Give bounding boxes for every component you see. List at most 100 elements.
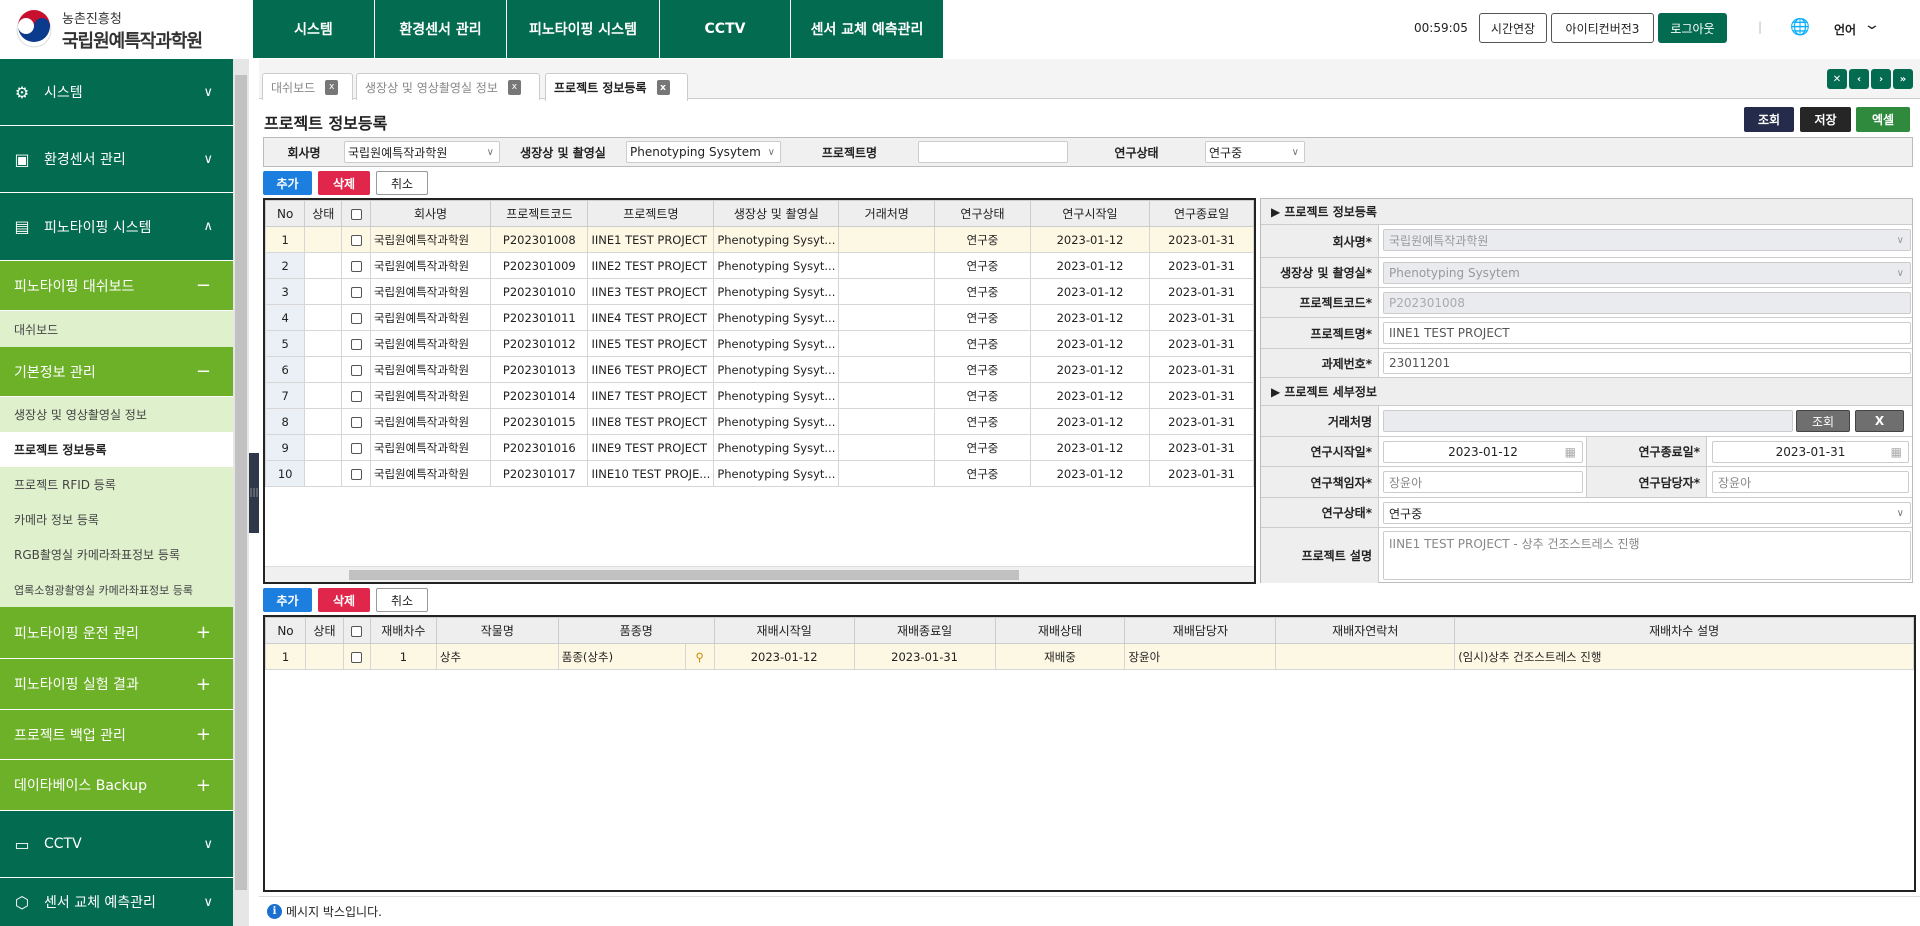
column-header[interactable]: 재배시작일 — [713, 617, 855, 644]
table-row[interactable]: 4 국립원예특작과학원 P202301011 IINE4 TEST PROJECT Ph… — [265, 304, 1254, 331]
column-header[interactable]: 연구상태 — [934, 200, 1031, 227]
close-icon[interactable]: x — [507, 79, 521, 95]
logo[interactable]: 농촌진흥청 국립원예특작과학원 — [14, 8, 250, 52]
start-date-input[interactable]: 2023-01-12 ▦ — [1383, 441, 1583, 463]
column-header[interactable]: 재배차수 설명 — [1454, 617, 1914, 644]
close-all-tabs-button[interactable]: ✕ — [1827, 69, 1847, 89]
sidebar-subitem-camera[interactable]: 카메라 정보 등록 — [0, 502, 233, 537]
column-header[interactable]: 거래처명 — [838, 200, 936, 227]
language-select[interactable]: 언어 — [1834, 23, 1857, 37]
table-row[interactable]: 5 국립원예특작과학원 P202301012 IINE5 TEST PROJECT Ph… — [265, 330, 1254, 357]
sidebar-item-sensor-replace[interactable]: ⬡ 센서 교체 예측관리 ∨ — [0, 878, 233, 926]
row-checkbox[interactable] — [351, 651, 363, 663]
sidebar-subitem-room-info[interactable]: 생장상 및 영상촬영실 정보 — [0, 397, 233, 432]
column-header[interactable]: 재배상태 — [994, 617, 1126, 644]
sidebar-group-dashboard[interactable]: 피노타이핑 대쉬보드 − — [0, 261, 233, 311]
sidebar-item-system[interactable]: ⚙ 시스템 ∨ — [0, 59, 233, 126]
tab-list-button[interactable]: » — [1893, 69, 1913, 89]
row-checkbox[interactable] — [350, 286, 362, 298]
project-code-input[interactable]: P202301008 — [1383, 292, 1911, 314]
sidebar-scrollbar-thumb[interactable] — [235, 75, 247, 890]
row-checkbox[interactable] — [350, 234, 362, 246]
topmenu-system[interactable]: 시스템 — [253, 0, 375, 58]
column-header[interactable]: 프로젝트코드 — [490, 200, 589, 227]
row-checkbox[interactable] — [350, 390, 362, 402]
select-all-checkbox[interactable] — [350, 208, 362, 220]
cancel-cultivation-button[interactable]: 취소 — [376, 588, 428, 612]
column-header[interactable]: 재배종료일 — [853, 617, 996, 644]
task-number-input[interactable]: 23011201 — [1383, 352, 1911, 374]
column-header[interactable]: 작물명 — [435, 617, 559, 644]
filter-status-select[interactable]: 연구중 ∨ — [1205, 141, 1305, 163]
chevron-down-icon[interactable]: ⌄ — [1863, 17, 1881, 33]
client-input[interactable] — [1383, 410, 1793, 432]
user-button[interactable]: 아이티컨버전3 — [1551, 13, 1654, 43]
column-header[interactable]: 재배담당자 — [1124, 617, 1277, 644]
end-date-input[interactable]: 2023-01-31 ▦ — [1712, 441, 1909, 463]
topmenu-sensor-replace[interactable]: 센서 교체 예측관리 — [791, 0, 944, 58]
filter-room-select[interactable]: Phenotyping Sysytem ∨ — [626, 141, 781, 163]
extend-time-button[interactable]: 시간연장 — [1479, 13, 1547, 43]
scrollbar-thumb[interactable] — [349, 570, 1019, 580]
search-button[interactable]: 조회 — [1744, 107, 1794, 132]
filter-company-select[interactable]: 국립원예특작과학원 ∨ — [344, 141, 500, 163]
sidebar-item-phenotyping[interactable]: ▤ 피노타이핑 시스템 ∧ — [0, 193, 233, 261]
sidebar-item-env-sensor[interactable]: ▣ 환경센서 관리 ∨ — [0, 126, 233, 193]
column-header[interactable]: 품종명 — [557, 617, 715, 644]
tab-room-info[interactable]: 생장상 및 영상촬영실 정보 x — [356, 73, 540, 100]
client-search-button[interactable]: 조회 — [1796, 410, 1850, 432]
sidebar-group-backup[interactable]: 프로젝트 백업 관리 + — [0, 710, 233, 760]
room-select[interactable]: Phenotyping Sysytem ∨ — [1383, 262, 1911, 284]
column-header[interactable]: 연구종료일 — [1149, 200, 1254, 227]
search-magnifier-icon[interactable]: ⚲ — [695, 649, 704, 664]
add-project-button[interactable]: 추가 — [263, 171, 312, 195]
table-row[interactable]: 8 국립원예특작과학원 P202301015 IINE8 TEST PROJECT Ph… — [265, 408, 1254, 435]
sidebar-subitem-rfid[interactable]: 프로젝트 RFID 등록 — [0, 467, 233, 502]
sidebar-subitem-dashboard[interactable]: 대쉬보드 — [0, 311, 233, 347]
table-row[interactable]: 3 국립원예특작과학원 P202301010 IINE3 TEST PROJECT Ph… — [265, 278, 1254, 305]
close-icon[interactable]: x — [656, 80, 670, 95]
filter-project-name-input[interactable] — [918, 141, 1068, 163]
topmenu-cctv[interactable]: CCTV — [660, 0, 791, 58]
calendar-icon[interactable]: ▦ — [1564, 445, 1576, 459]
column-header[interactable]: 상태 — [304, 200, 343, 227]
table-row[interactable]: 7 국립원예특작과학원 P202301014 IINE7 TEST PROJECT Ph… — [265, 382, 1254, 409]
prev-tab-button[interactable]: ‹ — [1849, 69, 1869, 89]
delete-project-button[interactable]: 삭제 — [318, 171, 370, 195]
row-checkbox[interactable] — [350, 312, 362, 324]
column-header[interactable]: No — [265, 617, 306, 644]
topmenu-phenotyping[interactable]: 피노타이핑 시스템 — [507, 0, 660, 58]
row-checkbox[interactable] — [350, 338, 362, 350]
project-name-input[interactable]: IINE1 TEST PROJECT — [1383, 322, 1911, 344]
status-select[interactable]: 연구중 ∨ — [1383, 502, 1911, 524]
table-row[interactable]: 2 국립원예특작과학원 P202301009 IINE2 TEST PROJECT Ph… — [265, 252, 1254, 279]
sidebar-subitem-chlorophyll-camera[interactable]: 엽록소형광촬영실 카메라좌표정보 등록 — [0, 572, 233, 607]
topmenu-env-sensor[interactable]: 환경센서 관리 — [375, 0, 507, 58]
sidebar-subitem-project-register[interactable]: 프로젝트 정보등록 — [0, 432, 233, 467]
sidebar-resize-handle[interactable]: ||| — [249, 453, 259, 533]
table-row[interactable]: 6 국립원예특작과학원 P202301013 IINE6 TEST PROJECT Ph… — [265, 356, 1254, 383]
column-header[interactable] — [341, 200, 371, 227]
table-row[interactable]: 1 국립원예특작과학원 P202301008 IINE1 TEST PROJECT Ph… — [265, 226, 1254, 253]
tab-dashboard[interactable]: 대쉬보드 x — [262, 73, 353, 100]
column-header[interactable]: 상태 — [304, 617, 344, 644]
tab-project-register[interactable]: 프로젝트 정보등록 x — [545, 73, 688, 101]
column-header[interactable]: 생장상 및 촬영실 — [713, 200, 840, 227]
calendar-icon[interactable]: ▦ — [1890, 445, 1902, 459]
column-header[interactable]: 프로젝트명 — [587, 200, 715, 227]
select-all-checkbox[interactable] — [351, 625, 363, 637]
row-checkbox[interactable] — [350, 442, 362, 454]
row-checkbox[interactable] — [350, 416, 362, 428]
project-grid-hscrollbar[interactable] — [265, 566, 1254, 582]
row-checkbox[interactable] — [350, 468, 362, 480]
logout-button[interactable]: 로그아웃 — [1658, 13, 1727, 43]
column-header[interactable]: 재배차수 — [369, 617, 437, 644]
column-header[interactable]: 재배자연락처 — [1275, 617, 1456, 644]
sidebar-group-results[interactable]: 피노타이핑 실험 결과 + — [0, 659, 233, 710]
delete-cultivation-button[interactable]: 삭제 — [318, 588, 370, 612]
cancel-project-button[interactable]: 취소 — [376, 171, 428, 195]
company-select[interactable]: 국립원예특작과학원 ∨ — [1383, 229, 1911, 251]
row-checkbox[interactable] — [350, 364, 362, 376]
sidebar-group-db-backup[interactable]: 데이타베이스 Backup + — [0, 760, 233, 811]
table-row[interactable]: 10 국립원예특작과학원 P202301017 IINE10 TEST PROJE..… — [265, 460, 1254, 487]
